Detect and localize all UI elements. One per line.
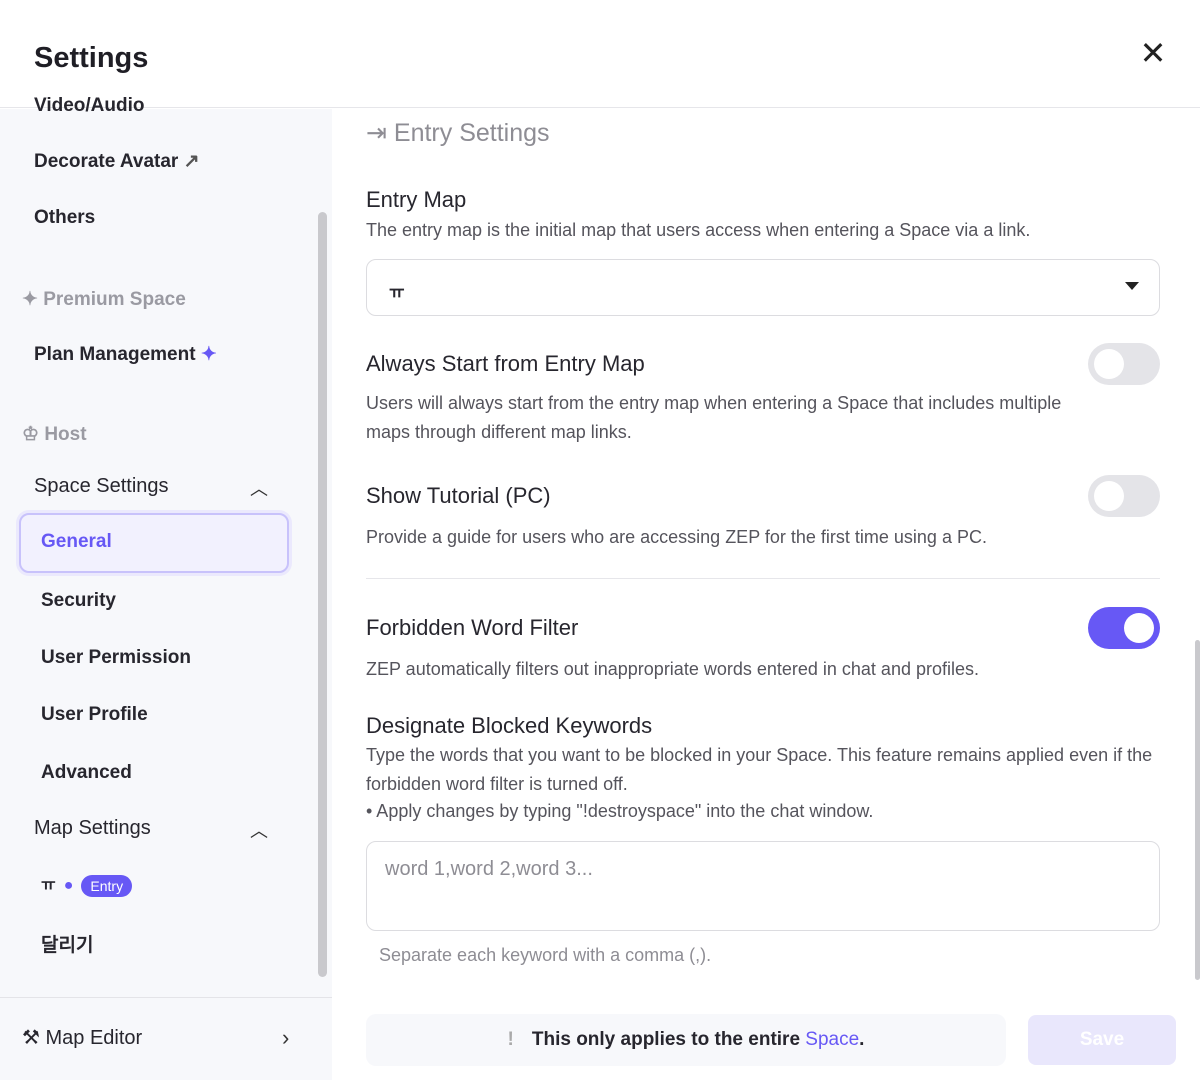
sidebar-item-plan-management[interactable]: Plan Management ✦ bbox=[34, 343, 217, 366]
entry-badge: Entry bbox=[81, 874, 133, 897]
entry-map-select[interactable]: ㅠ bbox=[366, 259, 1160, 316]
filter-toggle[interactable] bbox=[1088, 607, 1160, 649]
always-start-title: Always Start from Entry Map bbox=[366, 351, 645, 376]
sidebar-item-label: Decorate Avatar bbox=[34, 151, 179, 172]
hammer-icon: ⚒ bbox=[22, 1027, 40, 1049]
main-scrollbar[interactable] bbox=[1195, 640, 1200, 980]
map-name: ㅠ bbox=[41, 877, 56, 894]
blocked-hint: Separate each keyword with a comma (,). bbox=[379, 945, 712, 965]
blocked-bullet: • Apply changes by typing "!destroyspace… bbox=[366, 801, 874, 821]
sidebar-map-item[interactable]: ㅠ ● Entry bbox=[41, 871, 133, 897]
footer-note: ! This only applies to the entire Space. bbox=[366, 1014, 1006, 1066]
close-icon[interactable]: ✕ bbox=[1139, 35, 1167, 71]
host-heading: ♔ Host bbox=[22, 423, 87, 446]
sidebar-item-others[interactable]: Others bbox=[34, 207, 96, 228]
sidebar-item-advanced[interactable]: Advanced bbox=[41, 762, 132, 783]
divider bbox=[366, 578, 1160, 579]
entry-icon: ⇥ bbox=[366, 119, 387, 147]
sidebar-item-user-profile[interactable]: User Profile bbox=[41, 704, 148, 725]
host-heading-label: Host bbox=[44, 424, 87, 445]
sidebar: Video/Audio Decorate Avatar ↗ Others ✦ P… bbox=[0, 95, 332, 1080]
main-panel bbox=[332, 109, 1200, 997]
premium-heading: ✦ Premium Space bbox=[22, 288, 186, 311]
info-icon: ! bbox=[507, 1029, 514, 1050]
header: Settings ✕ bbox=[0, 0, 1200, 108]
map-editor-label: Map Editor bbox=[45, 1027, 143, 1049]
caret-down-icon bbox=[1125, 282, 1139, 290]
note-text: This only applies to the entire bbox=[531, 1029, 801, 1050]
sidebar-item-security[interactable]: Security bbox=[41, 590, 116, 611]
filter-desc: ZEP automatically filters out inappropri… bbox=[366, 659, 979, 679]
sparkle-icon: ✦ bbox=[22, 289, 38, 310]
sidebar-item-label: Plan Management bbox=[34, 344, 196, 365]
blocked-keywords-input[interactable]: word 1,word 2,word 3... bbox=[366, 841, 1160, 931]
always-start-desc: Users will always start from the entry m… bbox=[366, 393, 1062, 442]
chevron-right-icon[interactable]: › bbox=[282, 1025, 290, 1050]
map-editor-button[interactable]: ⚒ Map Editor bbox=[22, 1025, 142, 1050]
save-button[interactable]: Save bbox=[1028, 1015, 1176, 1065]
space-link[interactable]: Space bbox=[805, 1029, 860, 1050]
sparkle-icon: ✦ bbox=[200, 344, 217, 365]
space-settings-toggle[interactable]: Space Settings bbox=[34, 475, 169, 497]
page-title: Settings bbox=[34, 42, 149, 74]
filter-title: Forbidden Word Filter bbox=[366, 615, 579, 640]
blocked-desc: Type the words that you want to be block… bbox=[366, 745, 1153, 794]
entry-map-desc: The entry map is the initial map that us… bbox=[366, 220, 1031, 240]
external-link-icon: ↗ bbox=[183, 151, 200, 172]
tutorial-title: Show Tutorial (PC) bbox=[366, 483, 551, 508]
tutorial-desc: Provide a guide for users who are access… bbox=[366, 527, 987, 547]
sidebar-map-item[interactable]: 달리기 bbox=[41, 935, 94, 956]
sidebar-item-user-permission[interactable]: User Permission bbox=[41, 647, 191, 668]
always-start-toggle[interactable] bbox=[1088, 343, 1160, 385]
map-settings-toggle[interactable]: Map Settings bbox=[34, 817, 151, 839]
blocked-title: Designate Blocked Keywords bbox=[366, 713, 653, 738]
chevron-up-icon[interactable]: ︿ bbox=[250, 479, 268, 499]
section-title: ⇥ Entry Settings bbox=[366, 118, 550, 148]
selected-value: ㅠ bbox=[389, 283, 405, 302]
sidebar-item-decorate-avatar[interactable]: Decorate Avatar ↗ bbox=[34, 150, 200, 173]
entry-map-title: Entry Map bbox=[366, 187, 467, 212]
tutorial-toggle[interactable] bbox=[1088, 475, 1160, 517]
section-title-label: Entry Settings bbox=[393, 119, 550, 147]
sidebar-divider bbox=[0, 997, 332, 998]
sidebar-item-general[interactable]: General bbox=[19, 513, 289, 573]
note-suffix: . bbox=[859, 1029, 865, 1050]
sidebar-item-video-audio[interactable]: Video/Audio bbox=[34, 95, 145, 115]
premium-heading-label: Premium Space bbox=[43, 289, 186, 310]
crown-icon: ♔ bbox=[22, 424, 40, 445]
sidebar-scrollbar[interactable] bbox=[318, 212, 327, 977]
location-pin-icon: ● bbox=[63, 877, 74, 894]
chevron-up-icon[interactable]: ︿ bbox=[250, 821, 268, 841]
